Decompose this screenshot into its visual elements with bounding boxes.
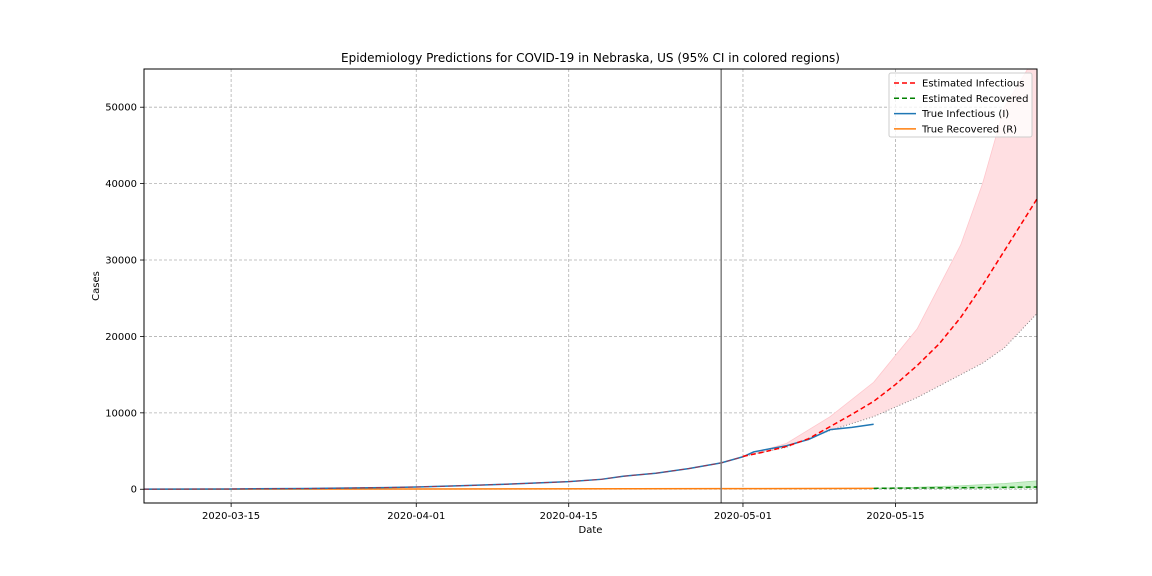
- series-lines: [144, 198, 1037, 490]
- x-tick-label: 2020-03-15: [202, 511, 260, 522]
- y-tick-label: 50000: [105, 103, 137, 114]
- legend-label-true-infectious-i: True Infectious (I): [921, 109, 1009, 120]
- estimated-infectious-line: [742, 198, 1037, 458]
- estimated-recovered-ci-band: [873, 480, 1037, 489]
- estimated-infectious-ci-band: [742, 69, 1037, 457]
- legend-label-estimated-recovered: Estimated Recovered: [922, 94, 1028, 105]
- x-axis-label: Date: [579, 525, 603, 536]
- legend-label-estimated-infectious: Estimated Infectious: [922, 79, 1025, 90]
- y-tick-label: 0: [131, 485, 137, 496]
- y-tick-label: 40000: [105, 179, 137, 190]
- x-tick-label: 2020-05-15: [866, 511, 924, 522]
- x-tick-label: 2020-04-15: [540, 511, 598, 522]
- y-tick-label: 30000: [105, 256, 137, 267]
- legend-label-true-recovered-r: True Recovered (R): [921, 124, 1017, 135]
- estimated-recovered-ci-upper-edge: [873, 480, 1037, 489]
- legend: Estimated Infectious Estimated Recovered T…: [888, 72, 1033, 138]
- y-tick-label: 20000: [105, 332, 137, 343]
- y-axis-label: Cases: [91, 271, 102, 301]
- true-infectious-i-line: [144, 423, 874, 490]
- x-axis-ticks: 2020-03-15 2020-04-01 2020-04-15 2020-05-01…: [202, 503, 924, 522]
- x-tick-label: 2020-05-01: [714, 511, 772, 522]
- x-tick-label: 2020-04-01: [387, 511, 445, 522]
- legend-box: [888, 72, 1033, 138]
- plot-area-frame: [143, 68, 1038, 504]
- y-tick-label: 10000: [105, 408, 137, 419]
- chart-title: Epidemiology Predictions for COVID-19 in…: [341, 51, 840, 65]
- y-axis-ticks: 0 10000 20000 30000 40000 50000: [105, 103, 144, 496]
- estimated-infectious-fit-line: [144, 456, 744, 490]
